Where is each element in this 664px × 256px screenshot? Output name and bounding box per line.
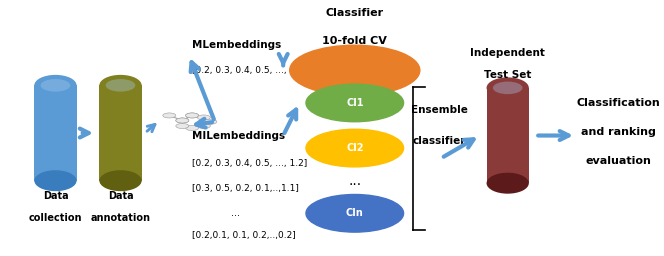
Text: evaluation: evaluation [586,156,651,166]
Ellipse shape [35,75,76,96]
Text: Cl1: Cl1 [346,98,363,108]
Circle shape [197,115,210,120]
Text: Cln: Cln [346,208,364,218]
Ellipse shape [106,79,135,92]
Ellipse shape [100,170,141,191]
Text: Independent: Independent [470,48,545,58]
Text: ...: ... [348,174,361,188]
FancyBboxPatch shape [35,85,76,181]
Text: [0.2, 0.3, 0.4, 0.5, ..., 1.2]: [0.2, 0.3, 0.4, 0.5, ..., 1.2] [192,66,307,75]
Text: Classification: Classification [576,98,660,108]
Circle shape [176,118,189,123]
Text: classifier: classifier [413,135,466,146]
Ellipse shape [35,170,76,191]
Circle shape [204,119,217,124]
Ellipse shape [487,77,529,98]
Circle shape [306,84,404,122]
Circle shape [290,45,420,95]
Text: annotation: annotation [90,213,151,223]
Text: MLembeddings: MLembeddings [192,40,282,50]
Circle shape [176,118,189,123]
FancyBboxPatch shape [487,88,529,183]
Text: and ranking: and ranking [581,127,656,137]
Text: Data: Data [108,191,133,201]
Text: evaluation: evaluation [322,65,388,75]
Circle shape [186,113,199,118]
Circle shape [197,123,210,129]
Text: Test Set: Test Set [484,70,531,80]
Ellipse shape [100,75,141,96]
Text: Cl2: Cl2 [346,143,363,153]
Text: Ensemble: Ensemble [411,105,468,115]
Text: [0.2,0.1, 0.1, 0.2,..,0.2]: [0.2,0.1, 0.1, 0.2,..,0.2] [192,231,296,240]
Ellipse shape [41,79,70,92]
Circle shape [186,113,199,118]
Ellipse shape [487,173,529,194]
Circle shape [186,125,199,131]
Circle shape [306,129,404,167]
FancyBboxPatch shape [100,85,141,181]
Text: [0.3, 0.5, 0.2, 0.1,..,1.1]: [0.3, 0.5, 0.2, 0.1,..,1.1] [192,184,299,193]
Text: ...: ... [231,208,240,218]
Text: Classifier: Classifier [326,8,384,18]
Text: MILembeddings: MILembeddings [192,131,286,141]
Ellipse shape [493,82,523,94]
Text: [0.2, 0.3, 0.4, 0.5, ..., 1.2]: [0.2, 0.3, 0.4, 0.5, ..., 1.2] [192,159,307,168]
Text: 10-fold CV: 10-fold CV [322,36,387,46]
Text: collection: collection [29,213,82,223]
Text: Data: Data [42,191,68,201]
Circle shape [176,123,189,129]
Circle shape [163,113,176,118]
Circle shape [306,195,404,232]
